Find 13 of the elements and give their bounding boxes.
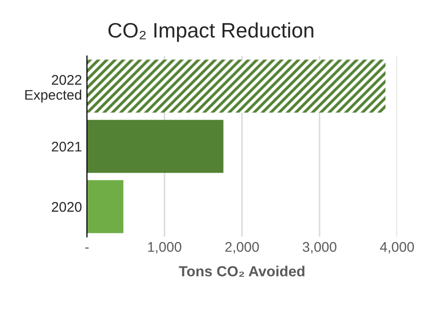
y-tick-label: 2020 [52,202,82,212]
x-tick-label: 4,000 [380,242,414,254]
x-tick-label: 1,000 [148,242,182,254]
bar [86,120,224,173]
x-axis-title: Tons CO₂ Avoided [178,266,304,277]
bar [86,60,386,113]
x-tick-label: - [85,247,89,249]
y-tick-label: 2021 [52,142,82,152]
y-tick-label: 2022 Expected [25,74,82,103]
x-tick-label: 3,000 [302,242,336,254]
x-tick-label: 2,000 [225,242,259,254]
chart-title: CO₂ Impact Reduction [108,22,314,42]
bar [86,180,124,234]
